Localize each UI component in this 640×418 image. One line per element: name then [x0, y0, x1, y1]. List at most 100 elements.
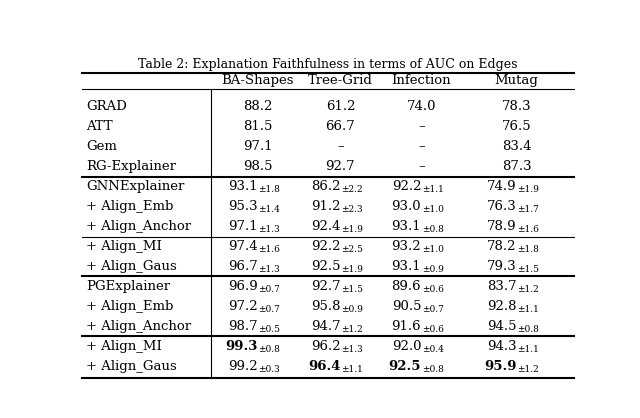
Text: 76.5: 76.5 — [502, 120, 531, 133]
Text: 96.4: 96.4 — [308, 360, 340, 373]
Text: ±0.8: ±0.8 — [422, 225, 444, 234]
Text: ±0.7: ±0.7 — [422, 305, 444, 314]
Text: –: – — [418, 160, 424, 173]
Text: ±0.8: ±0.8 — [259, 345, 280, 354]
Text: Tree-Grid: Tree-Grid — [308, 74, 373, 87]
Text: ±1.6: ±1.6 — [259, 245, 280, 254]
Text: –: – — [418, 120, 424, 133]
Text: ±1.1: ±1.1 — [422, 185, 444, 194]
Text: 94.7: 94.7 — [311, 320, 340, 333]
Text: 93.1: 93.1 — [392, 220, 421, 233]
Text: ±1.6: ±1.6 — [518, 225, 540, 234]
Text: 78.3: 78.3 — [502, 100, 531, 113]
Text: –: – — [418, 140, 424, 153]
Text: 86.2: 86.2 — [311, 180, 340, 193]
Text: ±0.9: ±0.9 — [341, 305, 364, 314]
Text: + Align_MI: + Align_MI — [86, 340, 163, 353]
Text: ±1.3: ±1.3 — [259, 225, 280, 234]
Text: ±0.4: ±0.4 — [422, 345, 444, 354]
Text: 79.3: 79.3 — [487, 260, 516, 273]
Text: ±1.8: ±1.8 — [259, 185, 280, 194]
Text: GNNExplainer: GNNExplainer — [86, 180, 185, 193]
Text: 83.7: 83.7 — [487, 280, 516, 293]
Text: ±2.5: ±2.5 — [341, 245, 364, 254]
Text: ±1.1: ±1.1 — [341, 364, 364, 374]
Text: 88.2: 88.2 — [243, 100, 272, 113]
Text: 83.4: 83.4 — [502, 140, 531, 153]
Text: 92.2: 92.2 — [392, 180, 421, 193]
Text: 92.5: 92.5 — [388, 360, 421, 373]
Text: Mutag: Mutag — [495, 74, 538, 87]
Text: 92.2: 92.2 — [311, 240, 340, 253]
Text: ±1.2: ±1.2 — [518, 285, 540, 294]
Text: ±1.9: ±1.9 — [518, 185, 540, 194]
Text: BA-Shapes: BA-Shapes — [221, 74, 294, 87]
Text: 99.2: 99.2 — [228, 360, 257, 373]
Text: + Align_Gaus: + Align_Gaus — [86, 360, 177, 373]
Text: 93.2: 93.2 — [392, 240, 421, 253]
Text: 97.2: 97.2 — [228, 300, 257, 313]
Text: ±1.5: ±1.5 — [341, 285, 364, 294]
Text: 96.2: 96.2 — [311, 340, 340, 353]
Text: 74.9: 74.9 — [487, 180, 516, 193]
Text: ±0.8: ±0.8 — [422, 364, 444, 374]
Text: 93.1: 93.1 — [228, 180, 257, 193]
Text: ±1.1: ±1.1 — [518, 345, 540, 354]
Text: ±0.5: ±0.5 — [259, 325, 280, 334]
Text: ±0.8: ±0.8 — [518, 325, 540, 334]
Text: ±1.3: ±1.3 — [341, 345, 363, 354]
Text: 93.0: 93.0 — [392, 200, 421, 213]
Text: ±0.6: ±0.6 — [422, 325, 444, 334]
Text: 97.1: 97.1 — [228, 220, 257, 233]
Text: ±1.4: ±1.4 — [259, 205, 280, 214]
Text: 92.7: 92.7 — [326, 160, 355, 173]
Text: 92.7: 92.7 — [311, 280, 340, 293]
Text: + Align_Anchor: + Align_Anchor — [86, 320, 191, 333]
Text: 91.2: 91.2 — [311, 200, 340, 213]
Text: Infection: Infection — [392, 74, 451, 87]
Text: 97.1: 97.1 — [243, 140, 273, 153]
Text: 78.2: 78.2 — [487, 240, 516, 253]
Text: 81.5: 81.5 — [243, 120, 272, 133]
Text: PGExplainer: PGExplainer — [86, 280, 171, 293]
Text: ±0.9: ±0.9 — [422, 265, 444, 274]
Text: + Align_MI: + Align_MI — [86, 240, 163, 253]
Text: 96.7: 96.7 — [228, 260, 257, 273]
Text: ±1.1: ±1.1 — [518, 305, 540, 314]
Text: ±1.9: ±1.9 — [341, 265, 364, 274]
Text: ±0.6: ±0.6 — [422, 285, 444, 294]
Text: 92.4: 92.4 — [311, 220, 340, 233]
Text: ±0.7: ±0.7 — [259, 305, 280, 314]
Text: ATT: ATT — [86, 120, 113, 133]
Text: 96.9: 96.9 — [228, 280, 257, 293]
Text: ±1.8: ±1.8 — [518, 245, 540, 254]
Text: ±2.3: ±2.3 — [341, 205, 363, 214]
Text: ±1.3: ±1.3 — [259, 265, 280, 274]
Text: ±1.0: ±1.0 — [422, 205, 444, 214]
Text: 66.7: 66.7 — [326, 120, 355, 133]
Text: ±1.2: ±1.2 — [341, 325, 363, 334]
Text: 92.5: 92.5 — [311, 260, 340, 273]
Text: ±0.7: ±0.7 — [259, 285, 280, 294]
Text: 95.9: 95.9 — [484, 360, 516, 373]
Text: ±1.0: ±1.0 — [422, 245, 444, 254]
Text: 78.9: 78.9 — [487, 220, 516, 233]
Text: 74.0: 74.0 — [406, 100, 436, 113]
Text: 92.0: 92.0 — [392, 340, 421, 353]
Text: ±1.9: ±1.9 — [341, 225, 364, 234]
Text: 61.2: 61.2 — [326, 100, 355, 113]
Text: + Align_Emb: + Align_Emb — [86, 300, 174, 313]
Text: ±0.3: ±0.3 — [259, 364, 280, 374]
Text: 97.4: 97.4 — [228, 240, 257, 253]
Text: Table 2: Explanation Faithfulness in terms of AUC on Edges: Table 2: Explanation Faithfulness in ter… — [138, 58, 518, 71]
Text: GRAD: GRAD — [86, 100, 127, 113]
Text: 95.8: 95.8 — [311, 300, 340, 313]
Text: 76.3: 76.3 — [487, 200, 516, 213]
Text: RG-Explainer: RG-Explainer — [86, 160, 177, 173]
Text: 94.3: 94.3 — [487, 340, 516, 353]
Text: ±1.2: ±1.2 — [518, 364, 540, 374]
Text: 89.6: 89.6 — [392, 280, 421, 293]
Text: Gem: Gem — [86, 140, 117, 153]
Text: 87.3: 87.3 — [502, 160, 531, 173]
Text: 99.3: 99.3 — [225, 340, 257, 353]
